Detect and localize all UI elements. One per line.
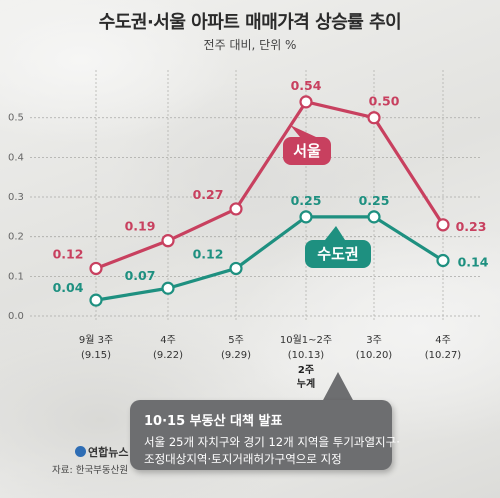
x-tick-label: 9월 3주	[79, 334, 113, 346]
y-tick-label: 0.1	[8, 271, 24, 282]
data-point	[89, 261, 103, 276]
series-name-label: 수도권	[317, 245, 358, 263]
data-point	[229, 202, 243, 216]
agency-logo: 연합뉴스	[75, 444, 128, 460]
y-tick-label: 0.5	[8, 113, 24, 124]
y-tick-label: 0.3	[8, 192, 24, 203]
series-name-label: 서울	[293, 142, 321, 160]
data-point	[436, 253, 450, 268]
series-badge-pointer	[290, 125, 316, 137]
data-point	[89, 293, 103, 307]
x-tick-sublabel: (10.27)	[425, 350, 462, 361]
logo-mark-icon	[75, 446, 86, 457]
data-label: 0.14	[458, 254, 489, 269]
data-label: 0.50	[369, 94, 400, 109]
data-label: 0.19	[125, 219, 156, 234]
x-tick-label: 5주	[228, 335, 244, 346]
data-point	[367, 210, 381, 224]
y-tick-label: 0.4	[8, 152, 24, 163]
data-label: 0.27	[193, 187, 224, 202]
y-tick-label: 0.2	[8, 232, 24, 243]
data-point	[367, 111, 381, 125]
series-badge-pointer	[325, 226, 345, 240]
data-label: 0.12	[53, 246, 84, 261]
data-point	[229, 261, 243, 276]
callout-pointer	[322, 372, 354, 402]
x-tick-label: 4주	[435, 335, 451, 346]
callout-line-1: 서울 25개 자치구와 경기 12개 지역을 투기과열지구·	[144, 435, 400, 449]
x-tick-sublabel: (9.15)	[81, 350, 111, 361]
data-point	[299, 210, 313, 224]
callout-line-2: 조정대상지역·토지거래허가구역으로 지정	[144, 452, 342, 466]
y-tick-label: 0.0	[8, 311, 24, 322]
x-note-label: 2주	[298, 364, 314, 376]
data-point	[436, 218, 450, 232]
data-point	[161, 281, 175, 295]
series-badge	[283, 137, 331, 165]
data-label: 0.25	[291, 193, 322, 208]
logo-text: 연합뉴스	[88, 446, 129, 459]
x-tick-label: 10월1~2주	[280, 334, 332, 346]
data-point	[161, 234, 175, 248]
series-line-0	[95, 100, 445, 270]
chart-subtitle: 전주 대비, 단위 %	[203, 38, 297, 52]
data-label: 0.04	[53, 280, 84, 295]
x-tick-sublabel: (9.29)	[221, 350, 251, 361]
source-note: 자료: 한국부동산원	[52, 465, 129, 476]
chart-title: 수도권·서울 아파트 매매가격 상승률 추이	[98, 12, 402, 33]
x-tick-sublabel: (10.13)	[288, 350, 325, 361]
data-label: 0.12	[193, 246, 224, 261]
x-tick-sublabel: (10.20)	[356, 350, 393, 361]
x-tick-label: 4주	[160, 335, 176, 346]
x-note-label: 누계	[297, 377, 315, 390]
data-label: 0.54	[291, 78, 322, 93]
data-label: 0.25	[359, 193, 390, 208]
x-tick-label: 3주	[366, 335, 382, 346]
series-line-1	[95, 215, 444, 302]
policy-callout: 10·15 부동산 대책 발표 서울 25개 자치구와 경기 12개 지역을 투…	[130, 400, 400, 470]
data-point	[299, 95, 313, 109]
x-tick-sublabel: (9.22)	[153, 350, 183, 361]
callout-title: 10·15 부동산 대책 발표	[144, 414, 283, 429]
data-label: 0.07	[125, 268, 156, 283]
series-badge	[305, 240, 371, 268]
data-label: 0.23	[456, 219, 487, 234]
